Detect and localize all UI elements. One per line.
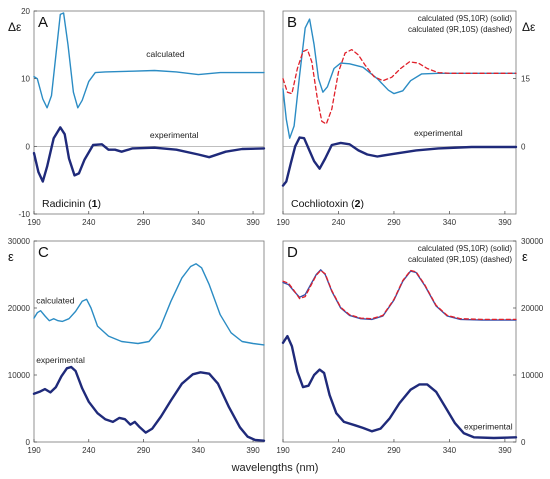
series-line-experimental — [32, 365, 266, 442]
compound-number: 1 — [92, 198, 98, 210]
y-tick-label: 0 — [521, 142, 526, 151]
compound-name: Cochliotoxin — [291, 198, 348, 210]
x-tick-label: 390 — [246, 218, 260, 227]
compound-label: Radicinin (1) — [42, 198, 101, 210]
series-line-calculated — [33, 12, 265, 109]
series-line-calculated-9r-10s-dashed — [282, 48, 517, 125]
x-tick-label: 340 — [192, 218, 206, 227]
y-axis-label: ε — [8, 249, 14, 264]
y-tick-label: 10000 — [521, 371, 544, 380]
panel-c: 190 240 290 340 390 30000 20000 10000 0 ε Ccalcula… — [8, 237, 266, 455]
compound-paren-open: ( — [348, 198, 355, 210]
legend-entry: calculated (9R,10S) (dashed) — [408, 25, 512, 34]
panel-letter: D — [287, 244, 298, 261]
compound-label: Cochliotoxin (2) — [291, 198, 364, 210]
x-axis-label: wavelengths (nm) — [231, 462, 319, 474]
y-tick-label: 0 — [521, 438, 526, 447]
x-tick-label: 290 — [137, 446, 151, 455]
x-tick-label: 240 — [332, 218, 346, 227]
y-tick-label: 20000 — [8, 304, 31, 313]
x-tick-label: 390 — [498, 218, 512, 227]
x-tick-label: 340 — [443, 218, 457, 227]
compound-paren-close: ) — [97, 198, 101, 210]
series-line-experimental — [281, 136, 518, 187]
x-tick-label: 390 — [246, 446, 260, 455]
series-label: experimental — [150, 130, 199, 140]
y-tick-label: 15 — [521, 75, 530, 84]
x-tick-label: 290 — [387, 218, 401, 227]
panel-frame — [282, 240, 517, 443]
x-tick-label: 340 — [192, 446, 206, 455]
x-tick-label: 340 — [443, 446, 457, 455]
series-label: experimental — [464, 421, 513, 431]
series-line-calculated — [33, 263, 265, 346]
y-axis-label: Δε — [522, 20, 536, 34]
y-tick-label: -10 — [18, 210, 30, 219]
y-tick-label: 30000 — [8, 237, 31, 246]
x-tick-label: 190 — [27, 446, 41, 455]
panel-d: 190 240 290 340 390 30000 20000 10000 0 ε Dexperim… — [276, 237, 543, 455]
series-label: experimental — [36, 355, 85, 365]
y-axis-label: Δε — [8, 20, 22, 34]
y-tick-label: 10000 — [8, 371, 31, 380]
y-tick-label: 0 — [26, 438, 31, 447]
x-tick-label: 190 — [276, 218, 290, 227]
legend-entry: calculated (9S,10R) (solid) — [418, 244, 513, 253]
compound-name: Radicinin — [42, 198, 85, 210]
series-label: calculated — [36, 295, 75, 305]
panel-letter: B — [287, 14, 297, 31]
x-tick-label: 240 — [332, 446, 346, 455]
panel-frame — [282, 10, 517, 215]
compound-paren-close: ) — [360, 198, 364, 210]
x-tick-label: 290 — [137, 218, 151, 227]
x-tick-label: 390 — [498, 446, 512, 455]
x-tick-label: 240 — [82, 446, 96, 455]
series-label: experimental — [414, 128, 463, 138]
series-line-experimental — [32, 126, 266, 183]
y-tick-label: 20 — [21, 7, 30, 16]
series-line-calculated-9s-10r-solid — [282, 18, 517, 139]
series-line-calculated-9r-10s-dashed — [282, 269, 517, 321]
panel-frame — [33, 10, 265, 215]
series-line-experimental — [281, 334, 518, 440]
legend-entry: calculated (9R,10S) (dashed) — [408, 255, 512, 264]
y-tick-label: 0 — [26, 142, 31, 151]
compound-number: 2 — [355, 198, 361, 210]
x-tick-label: 240 — [82, 218, 96, 227]
legend-entry: calculated (9S,10R) (solid) — [418, 14, 513, 23]
x-tick-label: 190 — [27, 218, 41, 227]
panel-frame — [33, 240, 265, 443]
compound-paren-open: ( — [85, 198, 92, 210]
y-tick-label: 20000 — [521, 304, 544, 313]
y-tick-label: 30000 — [521, 237, 544, 246]
panel-letter: C — [38, 244, 49, 261]
x-tick-label: 290 — [387, 446, 401, 455]
panel-letter: A — [38, 14, 48, 31]
series-label: calculated — [146, 49, 185, 59]
y-axis-label: ε — [522, 249, 528, 264]
series-line-calculated-9s-10r-solid — [282, 269, 517, 321]
y-tick-label: 10 — [21, 75, 30, 84]
x-tick-label: 190 — [276, 446, 290, 455]
